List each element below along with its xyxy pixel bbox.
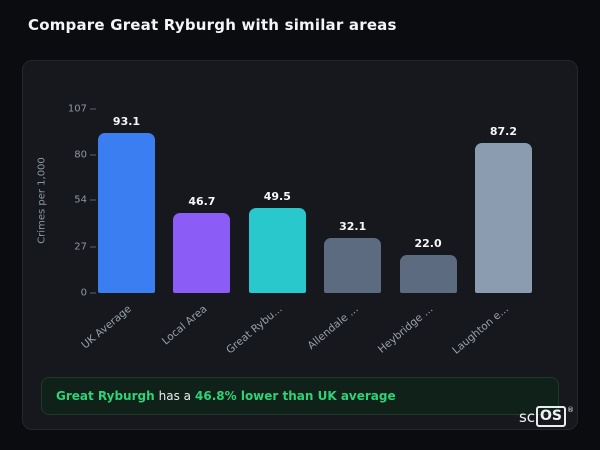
y-tick: 54: [74, 195, 98, 206]
y-tick: 80: [74, 150, 98, 161]
y-tick-label: 27: [74, 241, 87, 253]
bar-value-label: 49.5: [263, 189, 291, 203]
page-title: Compare Great Ryburgh with similar areas: [28, 16, 397, 34]
y-tick-mark: [90, 292, 96, 294]
y-tick-mark: [90, 199, 96, 201]
bar[interactable]: 49.5: [248, 190, 306, 293]
y-tick: 0: [81, 288, 98, 299]
bar-group: 87.2 Laughton e...: [450, 109, 532, 357]
x-axis-label: UK Average: [79, 303, 135, 352]
bar[interactable]: 46.7: [173, 195, 231, 293]
y-tick-label: 107: [67, 103, 87, 115]
bar-value-label: 93.1: [112, 114, 141, 128]
summary-subject: Great Ryburgh: [56, 389, 155, 403]
x-axis-label: Heybridge ...: [376, 303, 436, 356]
plot-area: 0 27 54 80 107 93.1 UK Average 46.7 Local Area 4…: [68, 104, 532, 357]
y-tick-mark: [90, 108, 96, 110]
x-axis-label: Laughton e...: [450, 303, 512, 357]
y-tick: 27: [74, 241, 98, 252]
bar-group: 49.5 Great Rybu...: [225, 109, 306, 356]
x-axis-label: Local Area: [159, 303, 210, 348]
bar[interactable]: 87.2: [474, 125, 532, 293]
bar-group: 46.7 Local Area: [160, 109, 231, 347]
summary-highlight: 46.8% lower than UK average: [195, 389, 396, 403]
y-axis-title: Crimes per 1,000: [36, 157, 48, 244]
bar[interactable]: 22.0: [399, 237, 457, 293]
x-axis-label: Allendale ...: [305, 303, 361, 353]
bar[interactable]: 32.1: [324, 220, 382, 293]
bar-value-label: 22.0: [414, 237, 442, 251]
y-tick-label: 0: [80, 287, 87, 299]
bar-group: 93.1 UK Average: [80, 109, 155, 351]
y-tick-label: 54: [74, 194, 87, 206]
bar-group: 22.0 Heybridge ...: [376, 109, 457, 356]
summary-connector: has a: [158, 389, 192, 403]
x-axis-label: Great Rybu...: [224, 303, 285, 357]
registered-mark-icon: ®: [567, 406, 574, 414]
y-tick: 107: [68, 104, 98, 115]
summary-banner: Great Ryburgh has a 46.8% lower than UK …: [41, 377, 559, 415]
scos-logo: sc OS ®: [519, 406, 574, 427]
bar-value-label: 87.2: [489, 125, 518, 139]
bar[interactable]: 93.1: [98, 115, 155, 293]
logo-prefix: sc: [518, 407, 536, 426]
bars-container: 93.1 UK Average 46.7 Local Area 49.5 Great Ry…: [80, 109, 532, 357]
y-tick-mark: [90, 246, 96, 248]
y-tick-label: 80: [74, 149, 87, 161]
bar-value-label: 32.1: [339, 219, 367, 233]
bar-value-label: 46.7: [188, 194, 216, 208]
bar-group: 32.1 Allendale ...: [305, 109, 382, 352]
chart-card: Crimes per 1,000 0 27 54 80 107 93.1 UK Avera…: [22, 60, 578, 430]
logo-box: OS: [536, 406, 566, 427]
y-tick-mark: [90, 154, 96, 156]
